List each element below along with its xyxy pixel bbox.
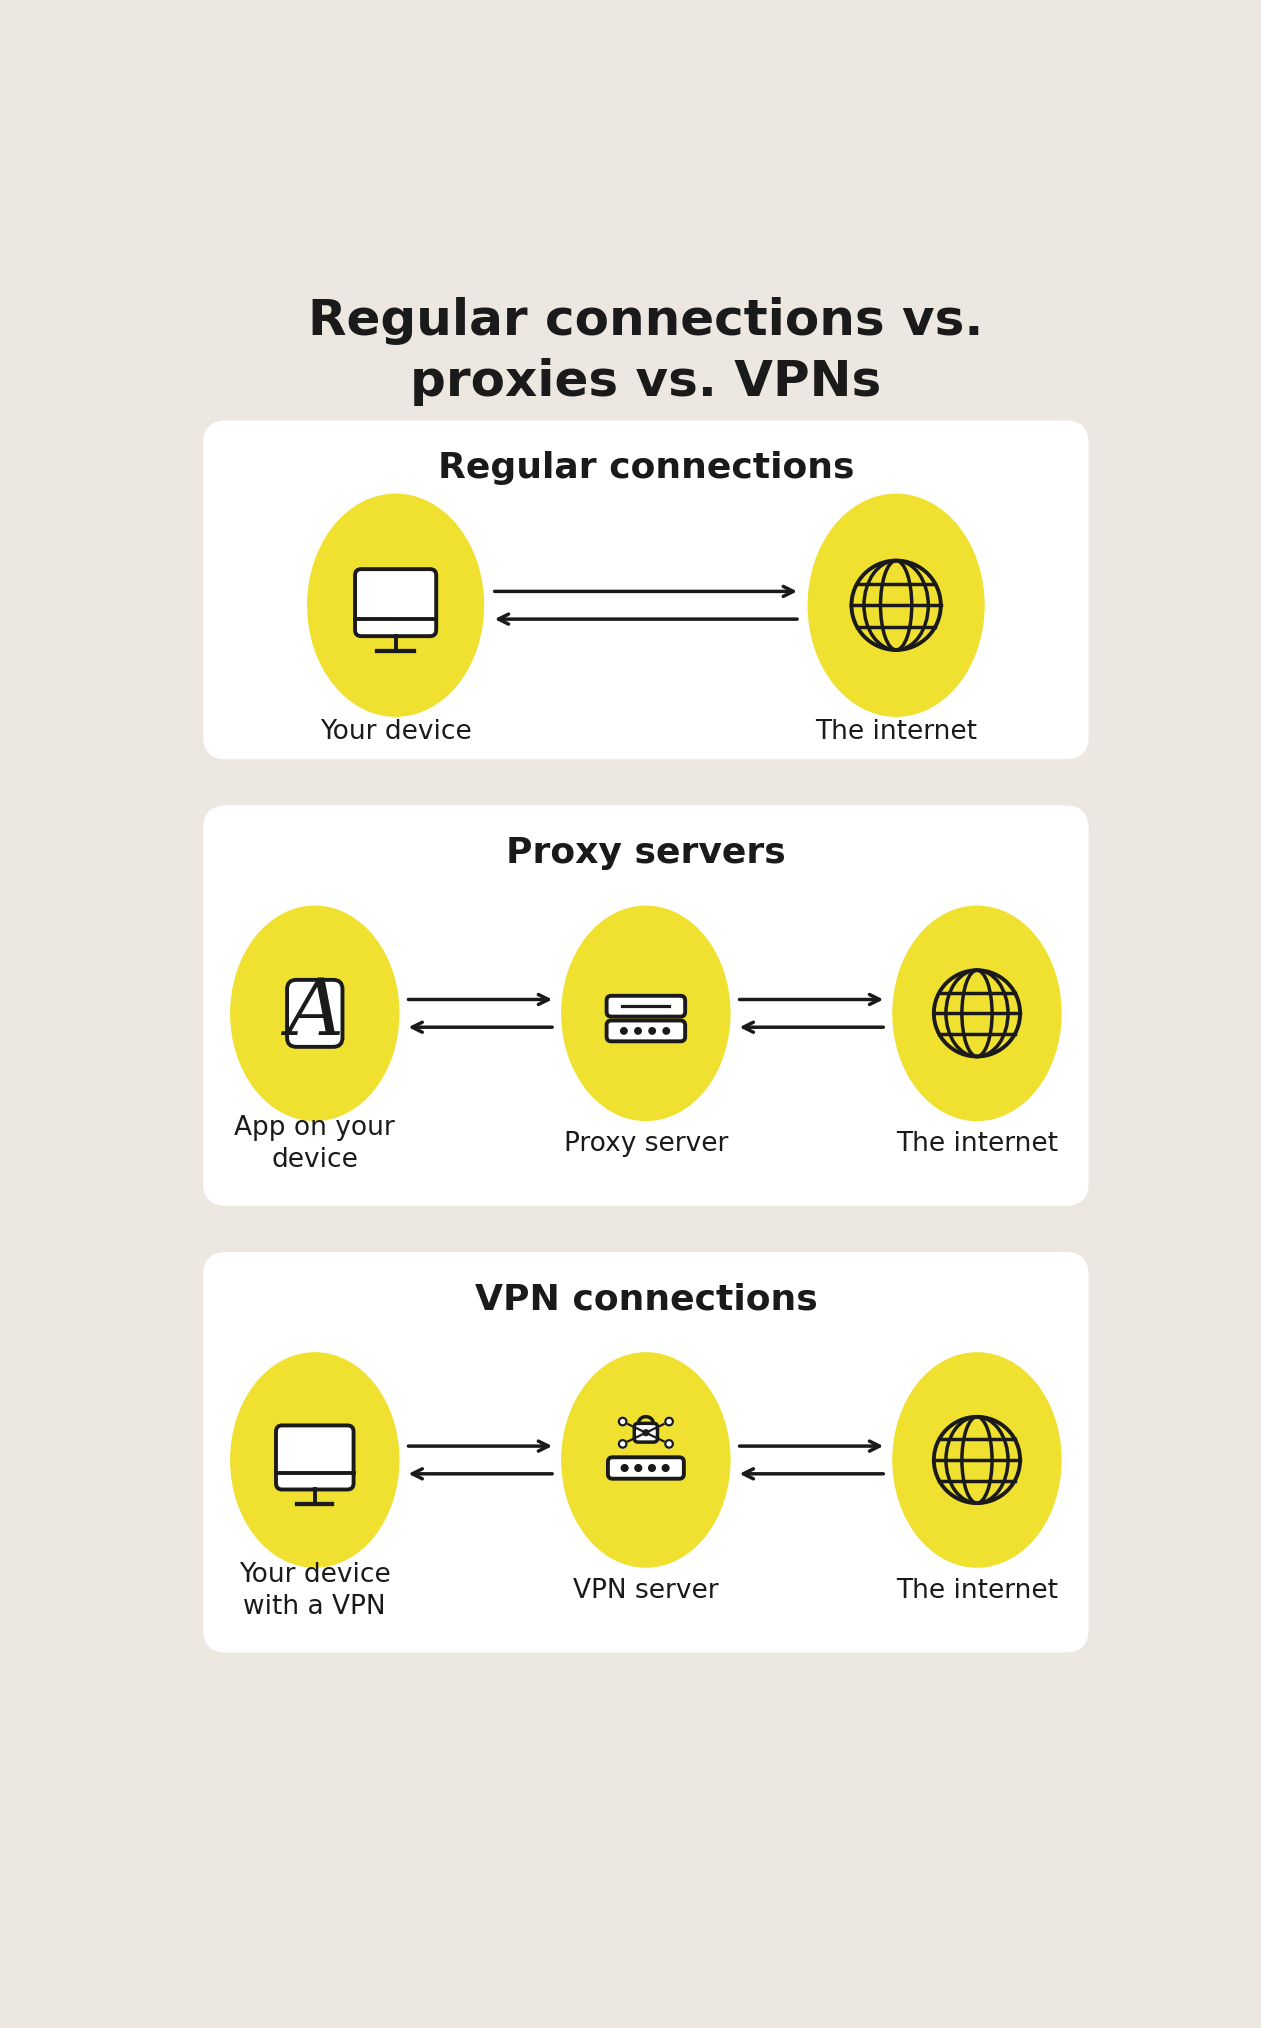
Circle shape (666, 1440, 673, 1448)
Circle shape (666, 1418, 673, 1426)
Text: The internet: The internet (815, 720, 977, 746)
Circle shape (620, 1028, 627, 1034)
Text: Proxy server: Proxy server (564, 1132, 728, 1158)
Circle shape (619, 1418, 627, 1426)
FancyBboxPatch shape (356, 570, 436, 637)
FancyBboxPatch shape (203, 805, 1088, 1207)
FancyBboxPatch shape (203, 1251, 1088, 1653)
Text: Your device: Your device (320, 720, 472, 746)
Circle shape (622, 1464, 628, 1472)
Circle shape (648, 1464, 656, 1472)
FancyBboxPatch shape (203, 420, 1088, 758)
Circle shape (662, 1464, 670, 1472)
Ellipse shape (561, 1353, 730, 1568)
FancyBboxPatch shape (288, 980, 343, 1046)
FancyBboxPatch shape (607, 1020, 685, 1040)
Ellipse shape (561, 907, 730, 1121)
Ellipse shape (230, 1353, 400, 1568)
Text: VPN connections: VPN connections (474, 1284, 817, 1316)
FancyBboxPatch shape (607, 996, 685, 1016)
Circle shape (663, 1028, 670, 1034)
Text: Regular connections vs.
proxies vs. VPNs: Regular connections vs. proxies vs. VPNs (308, 296, 984, 406)
Text: The internet: The internet (897, 1132, 1058, 1158)
Text: A: A (286, 975, 343, 1051)
FancyBboxPatch shape (634, 1424, 657, 1442)
Text: VPN server: VPN server (572, 1578, 719, 1604)
Ellipse shape (893, 1353, 1062, 1568)
Circle shape (649, 1028, 656, 1034)
FancyBboxPatch shape (276, 1426, 353, 1489)
Text: Your device
with a VPN: Your device with a VPN (238, 1562, 391, 1620)
Ellipse shape (893, 907, 1062, 1121)
FancyBboxPatch shape (608, 1458, 683, 1478)
Ellipse shape (230, 907, 400, 1121)
Circle shape (634, 1028, 642, 1034)
Text: Regular connections: Regular connections (438, 450, 854, 485)
Ellipse shape (308, 493, 484, 718)
Text: App on your
device: App on your device (235, 1115, 395, 1174)
Text: Proxy servers: Proxy servers (506, 836, 786, 870)
Text: The internet: The internet (897, 1578, 1058, 1604)
Circle shape (643, 1430, 648, 1436)
Circle shape (619, 1440, 627, 1448)
Ellipse shape (807, 493, 985, 718)
Circle shape (636, 1464, 642, 1472)
